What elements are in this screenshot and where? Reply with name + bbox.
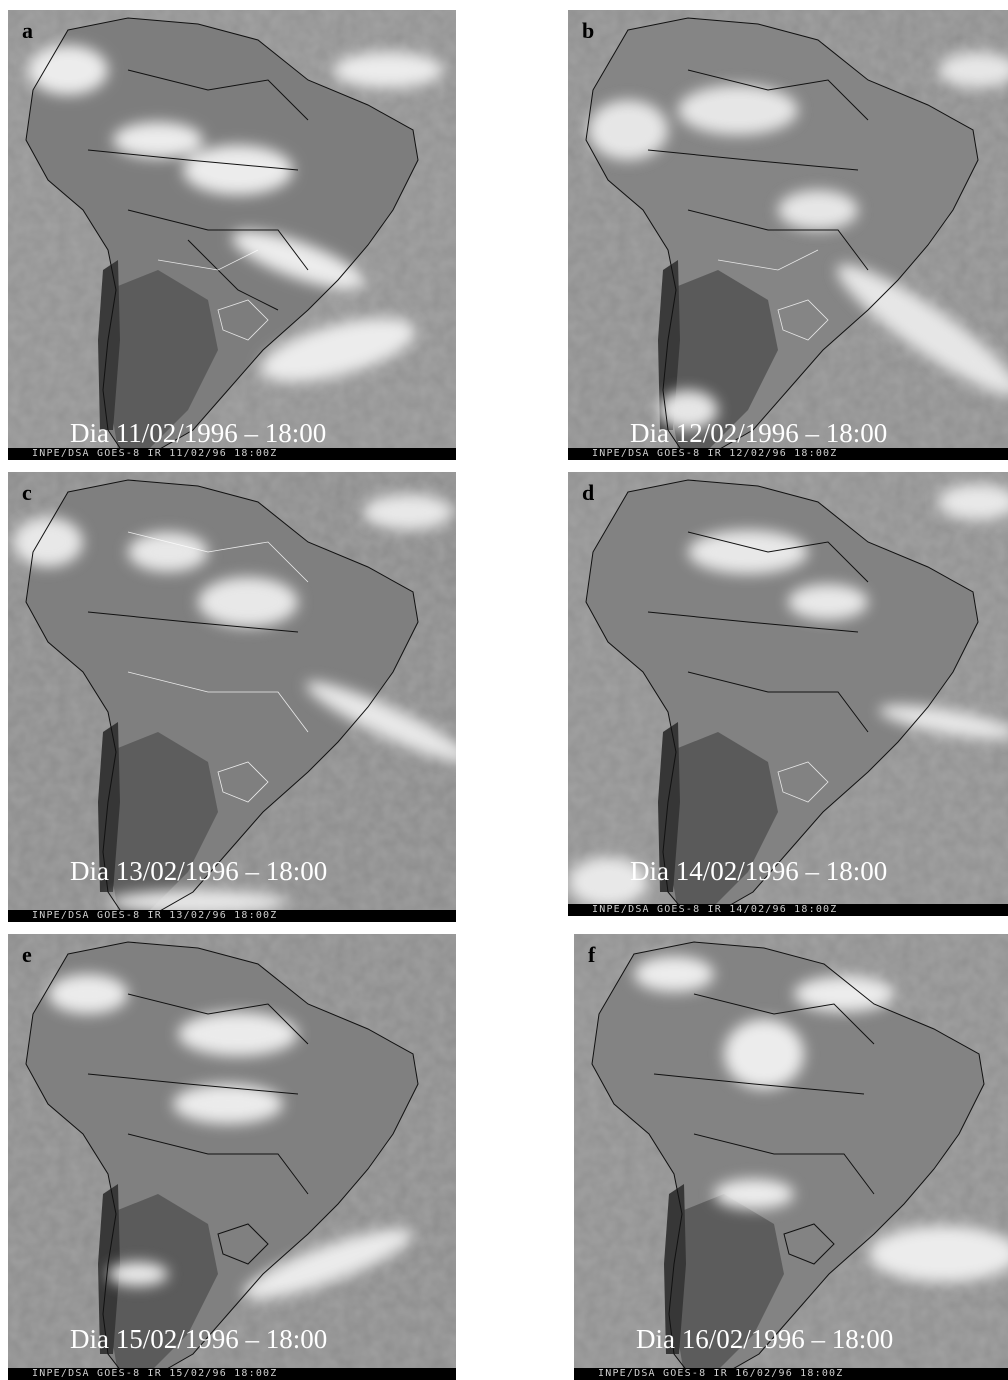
satellite-panel-e: e Dia 15/02/1996 – 18:00 INPE/DSA GOES-8… — [8, 934, 456, 1380]
satellite-info-strip: INPE/DSA GOES-8 IR 13/02/96 18:00Z — [8, 910, 456, 922]
panel-caption: Dia 16/02/1996 – 18:00 — [636, 1324, 894, 1354]
satellite-panel-d: d Dia 14/02/1996 – 18:00 INPE/DSA GOES-8… — [568, 472, 1008, 916]
panel-letter: f — [588, 942, 596, 967]
panel-caption: Dia 12/02/1996 – 18:00 — [630, 418, 888, 448]
satellite-info-strip: INPE/DSA GOES-8 IR 12/02/96 18:00Z — [568, 448, 1008, 460]
satellite-image — [8, 934, 456, 1380]
panel-caption: Dia 11/02/1996 – 18:00 — [70, 418, 327, 448]
satellite-image — [568, 472, 1008, 916]
panel-caption: Dia 15/02/1996 – 18:00 — [70, 1324, 328, 1354]
panel-caption: Dia 14/02/1996 – 18:00 — [630, 856, 888, 886]
satellite-image — [568, 10, 1008, 460]
panel-caption: Dia 13/02/1996 – 18:00 — [70, 856, 328, 886]
panel-letter: a — [22, 18, 33, 43]
satellite-info-strip: INPE/DSA GOES-8 IR 16/02/96 18:00Z — [574, 1368, 1008, 1380]
panel-letter: c — [22, 480, 32, 505]
satellite-info-strip: INPE/DSA GOES-8 IR 15/02/96 18:00Z — [8, 1368, 456, 1380]
satellite-image — [8, 10, 456, 460]
satellite-panel-c: c Dia 13/02/1996 – 18:00 INPE/DSA GOES-8… — [8, 472, 456, 922]
panel-letter: e — [22, 942, 32, 967]
satellite-panel-a: a Dia 11/02/1996 – 18:00 INPE/DSA GOES-8… — [8, 10, 456, 460]
satellite-panel-b: b Dia 12/02/1996 – 18:00 INPE/DSA GOES-8… — [568, 10, 1008, 460]
satellite-panel-f: f Dia 16/02/1996 – 18:00 INPE/DSA GOES-8… — [574, 934, 1008, 1380]
satellite-info-strip: INPE/DSA GOES-8 IR 14/02/96 18:00Z — [568, 904, 1008, 916]
satellite-image — [574, 934, 1008, 1380]
satellite-image — [8, 472, 456, 922]
satellite-info-strip: INPE/DSA GOES-8 IR 11/02/96 18:00Z — [8, 448, 456, 460]
panel-letter: d — [582, 480, 595, 505]
panel-letter: b — [582, 18, 595, 43]
